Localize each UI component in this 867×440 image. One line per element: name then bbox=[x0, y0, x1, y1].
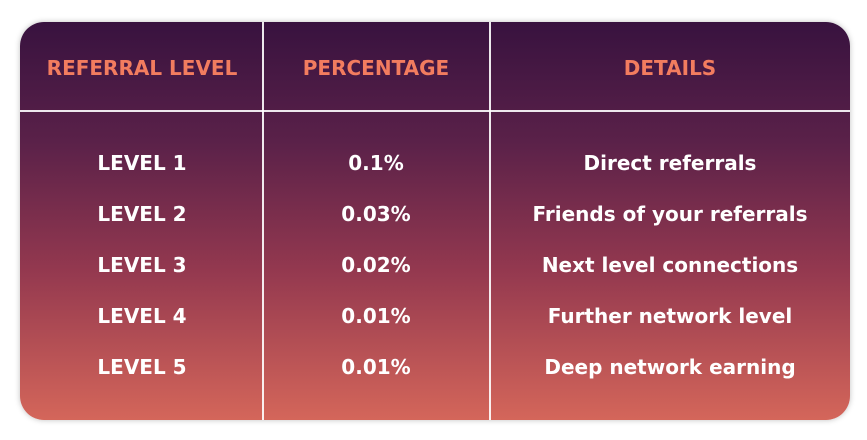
column-divider bbox=[489, 22, 491, 420]
level-cell: LEVEL 3 bbox=[97, 253, 187, 277]
percentage-cell: 0.1% bbox=[348, 151, 404, 175]
level-cell: LEVEL 4 bbox=[97, 304, 187, 328]
details-cell: Friends of your referrals bbox=[532, 202, 808, 226]
column-header: PERCENTAGE bbox=[302, 56, 450, 80]
referral-table: REFERRAL LEVEL PERCENTAGE DETAILS LEVEL 1 0.… bbox=[20, 22, 850, 420]
percentage-cell: 0.01% bbox=[341, 304, 411, 328]
details-cell: Direct referrals bbox=[583, 151, 757, 175]
details-cell: Next level connections bbox=[541, 253, 799, 277]
column-header: DETAILS bbox=[623, 56, 717, 80]
details-cell: Deep network earning bbox=[544, 355, 796, 379]
level-cell: LEVEL 5 bbox=[97, 355, 187, 379]
column-divider bbox=[262, 22, 264, 420]
column-header: REFERRAL LEVEL bbox=[46, 56, 238, 80]
percentage-cell: 0.01% bbox=[341, 355, 411, 379]
percentage-cell: 0.03% bbox=[341, 202, 411, 226]
level-cell: LEVEL 2 bbox=[97, 202, 187, 226]
percentage-cell: 0.02% bbox=[341, 253, 411, 277]
level-cell: LEVEL 1 bbox=[97, 151, 187, 175]
header-divider bbox=[20, 110, 850, 112]
details-cell: Further network level bbox=[547, 304, 793, 328]
